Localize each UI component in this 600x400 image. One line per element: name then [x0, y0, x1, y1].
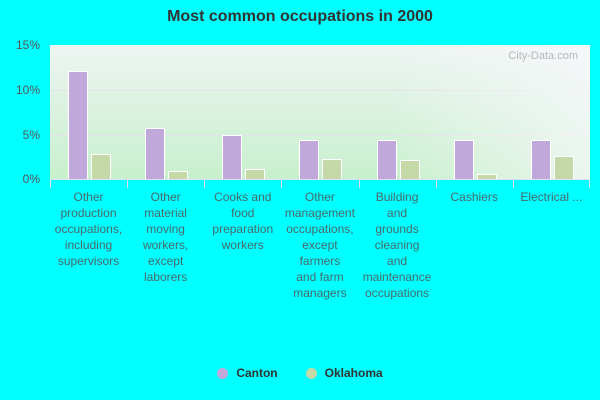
- x-separator: [50, 180, 51, 188]
- bar-canton-5[interactable]: [453, 139, 474, 179]
- gridline-10: [50, 90, 590, 91]
- ytick-15: 15%: [15, 38, 40, 52]
- bar-canton-3[interactable]: [299, 139, 320, 179]
- x-separator: [281, 180, 283, 188]
- bar-canton-4[interactable]: [376, 139, 397, 179]
- ytick-0: 0%: [22, 172, 40, 186]
- legend-label-oklahoma: Oklahoma: [324, 366, 383, 380]
- ytick-5: 5%: [22, 128, 40, 142]
- bar-oklahoma-2[interactable]: [245, 169, 266, 179]
- x-separator: [589, 180, 590, 188]
- gridline-5: [50, 135, 590, 136]
- chart-title: Most common occupations in 2000: [167, 8, 433, 25]
- bar-oklahoma-3[interactable]: [322, 159, 343, 179]
- x-label: Other management occupations, except far…: [284, 190, 355, 300]
- x-separator: [204, 180, 206, 188]
- bar-oklahoma-1[interactable]: [168, 170, 189, 179]
- x-label: Cooks and food preparation workers: [212, 190, 274, 252]
- legend-label-canton: Canton: [236, 366, 278, 380]
- x-separator: [358, 180, 360, 188]
- bar-canton-6[interactable]: [530, 139, 551, 179]
- x-label: Electrical ...: [520, 190, 583, 204]
- x-label: Other production occupations, including …: [54, 190, 123, 268]
- bar-oklahoma-4[interactable]: [399, 160, 420, 179]
- x-axis: [50, 179, 590, 180]
- bar-canton-0[interactable]: [68, 70, 88, 179]
- x-label: Cashiers: [450, 190, 498, 204]
- bar-oklahoma-6[interactable]: [553, 155, 574, 179]
- plot-area: City-Data.com: [50, 45, 590, 179]
- legend: Canton Oklahoma: [0, 366, 600, 380]
- x-label: Other material moving workers, except la…: [142, 190, 189, 284]
- x-label: Building and grounds cleaning and mainte…: [362, 190, 432, 300]
- bar-canton-1[interactable]: [145, 127, 166, 179]
- x-separator: [512, 180, 514, 188]
- watermark: City-Data.com: [508, 50, 578, 62]
- canton-swatch-icon: [217, 367, 229, 379]
- bar-oklahoma-5[interactable]: [476, 174, 497, 179]
- legend-item-oklahoma[interactable]: Oklahoma: [305, 366, 383, 380]
- x-separator: [435, 180, 437, 188]
- legend-item-canton[interactable]: Canton: [217, 366, 278, 380]
- bar-canton-2[interactable]: [222, 135, 243, 179]
- x-separator: [127, 180, 129, 188]
- bar-oklahoma-0[interactable]: [91, 153, 111, 179]
- oklahoma-swatch-icon: [305, 367, 317, 379]
- ytick-10: 10%: [15, 83, 40, 97]
